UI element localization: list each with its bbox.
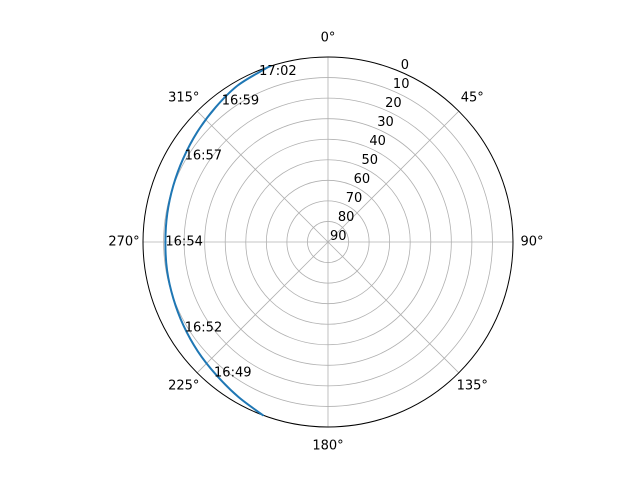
time-annotation: 16:49	[214, 366, 251, 381]
r-tick-label: 10	[393, 77, 410, 92]
theta-tick-label: 90°	[520, 235, 543, 250]
theta-tick-label: 270°	[108, 235, 139, 250]
grid	[143, 57, 513, 427]
series-layer	[164, 65, 272, 417]
time-annotation: 16:59	[222, 93, 259, 108]
theta-tick-label: 180°	[312, 439, 343, 454]
theta-tick-labels: 0° 45° 90° 135° 180° 225° 270° 315°	[108, 31, 543, 454]
theta-gridline	[196, 241, 329, 374]
outer-spine	[142, 56, 514, 428]
theta-gridline	[327, 110, 460, 243]
theta-gridline	[196, 110, 329, 243]
theta-tick-label: 0°	[321, 31, 336, 46]
time-annotation: 16:57	[185, 148, 222, 163]
theta-tick-label: 135°	[457, 379, 488, 394]
r-tick-label: 80	[338, 210, 355, 225]
theta-tick-label: 315°	[168, 90, 199, 105]
time-annotation: 16:52	[185, 321, 222, 336]
polar-spine	[142, 56, 514, 428]
r-tick-label: 70	[346, 191, 363, 206]
time-annotation: 17:02	[259, 64, 296, 79]
r-tick-label: 40	[369, 134, 386, 149]
r-tick-label: 0	[401, 58, 409, 73]
r-tick-label: 60	[354, 172, 371, 187]
r-tick-label: 50	[361, 153, 378, 168]
r-tick-label: 90	[330, 229, 347, 244]
r-tick-labels: 0 10 20 30 40 50 60 70 80 90	[330, 58, 409, 244]
theta-gridline	[327, 241, 460, 374]
theta-tick-label: 45°	[461, 90, 484, 105]
theta-tick-label: 225°	[168, 379, 199, 394]
r-tick-label: 30	[377, 115, 394, 130]
r-tick-label: 20	[385, 96, 402, 111]
series-line	[164, 65, 272, 417]
time-annotation: 16:54	[165, 235, 202, 250]
